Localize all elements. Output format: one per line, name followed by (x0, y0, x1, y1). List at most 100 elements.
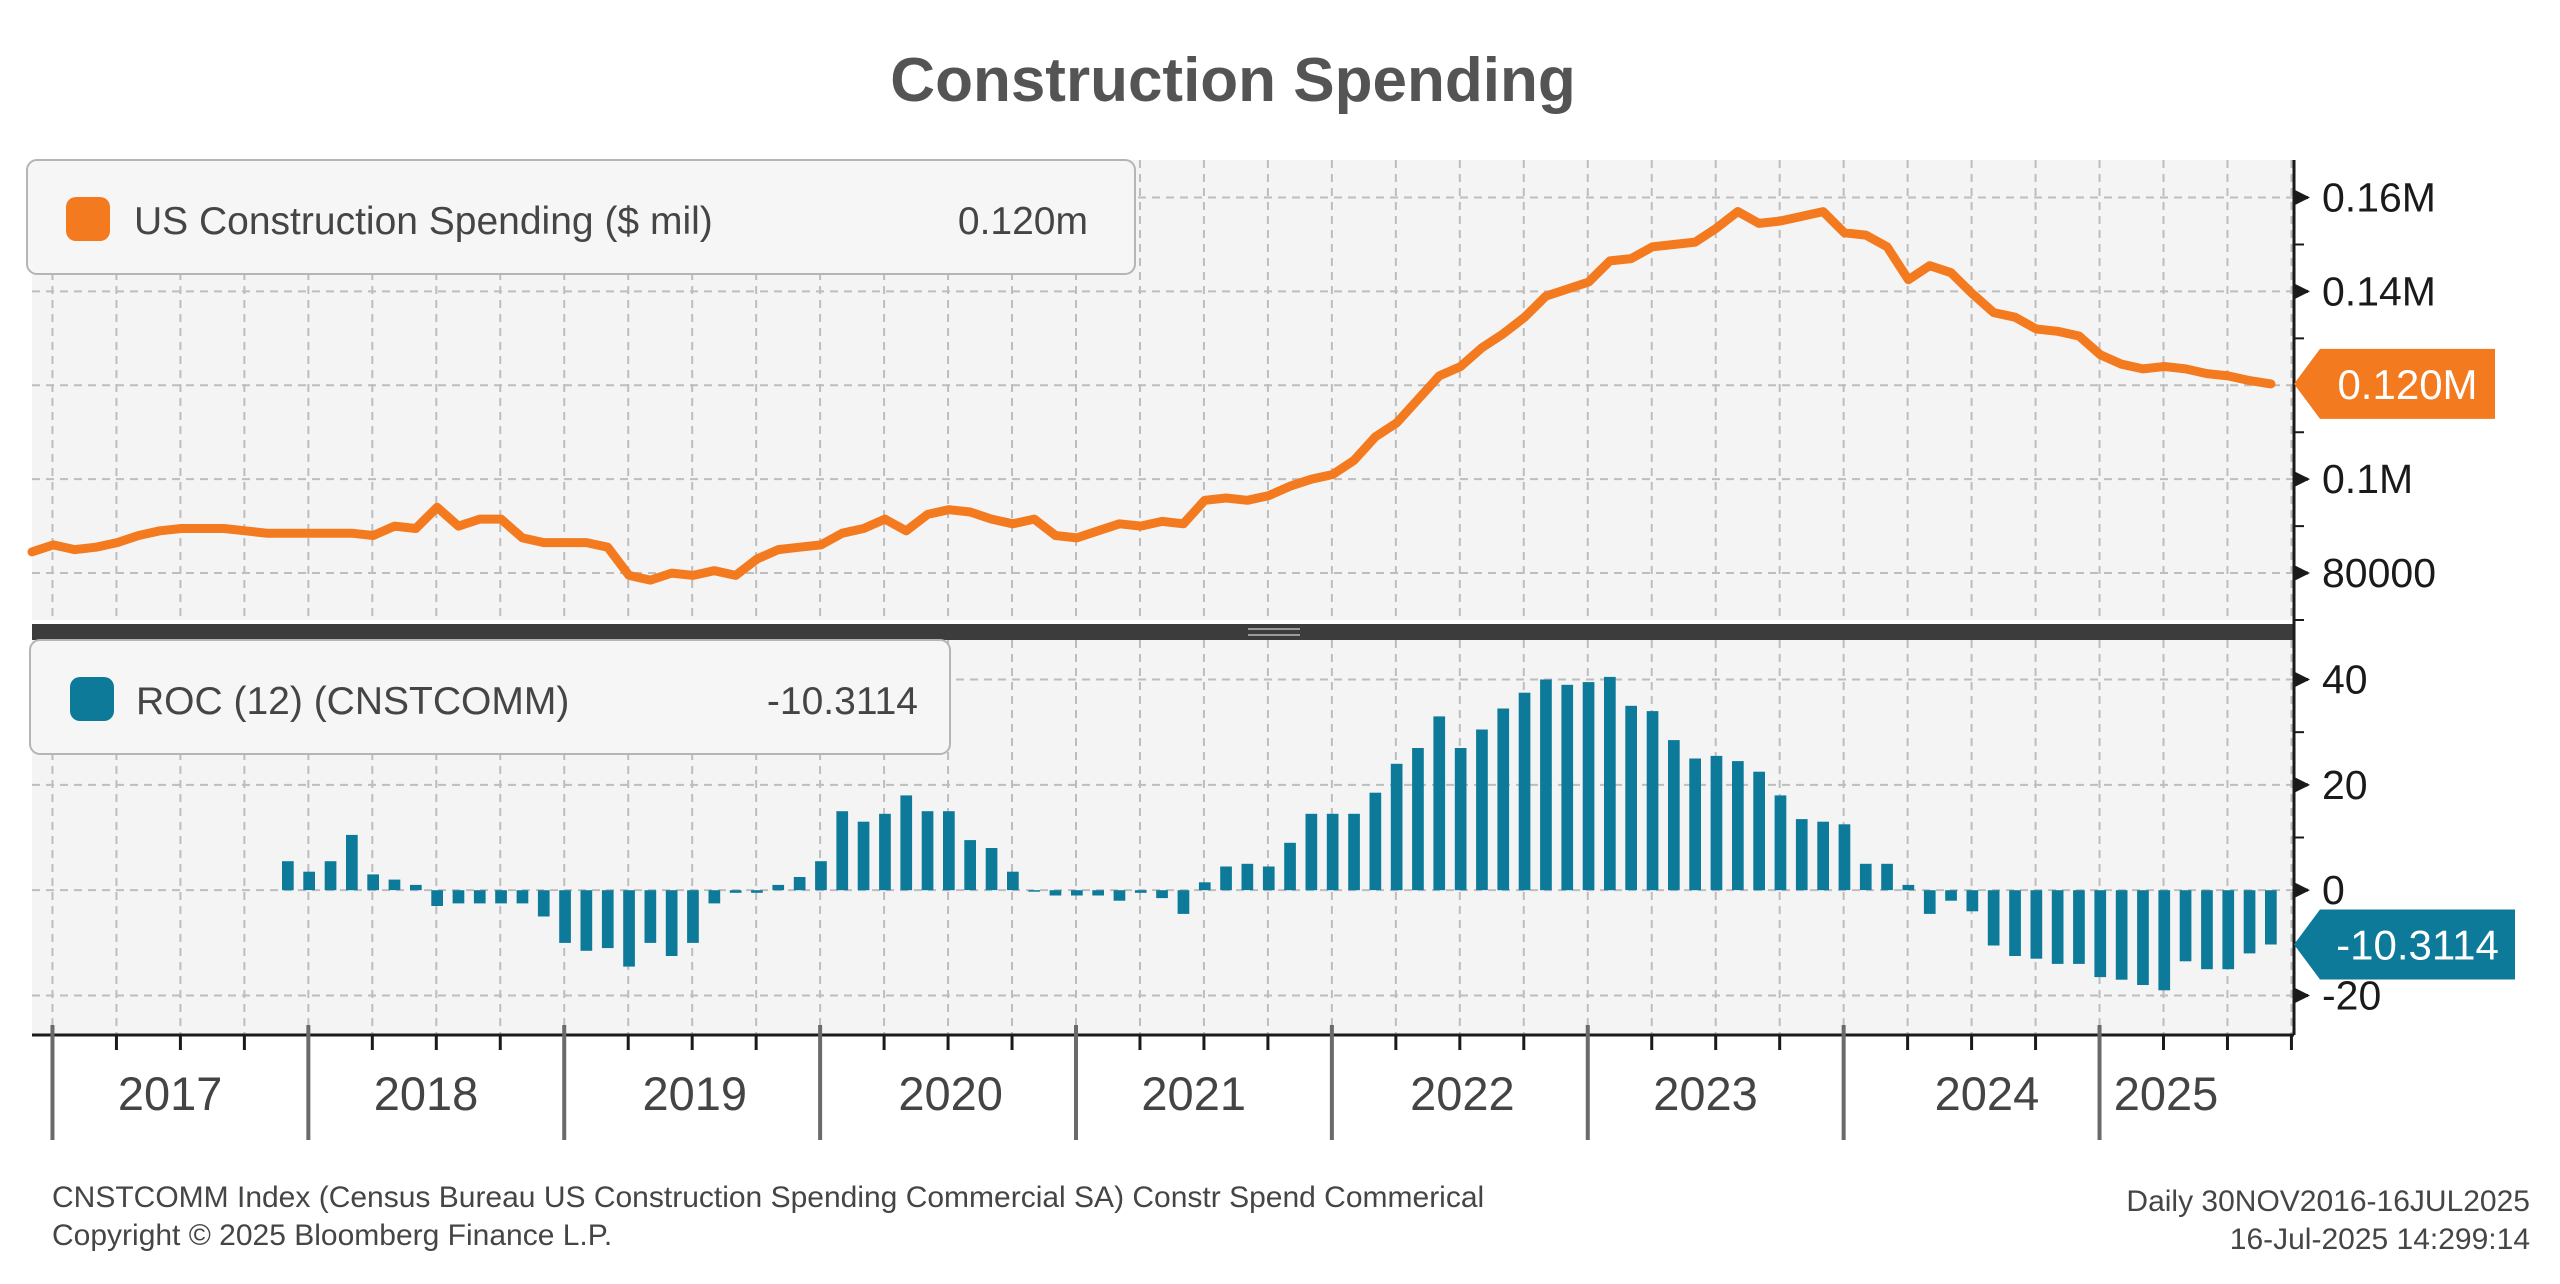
roc-bar (2030, 890, 2043, 959)
panel-splitter[interactable] (32, 624, 2294, 640)
roc-bar (2158, 890, 2171, 991)
roc-bar (2179, 890, 2192, 962)
bottom-y-tick-label: 0 (2322, 867, 2345, 913)
footer-timestamp: 16-Jul-2025 14:299:14 (2230, 1223, 2530, 1256)
bottom-legend-value: -10.3114 (767, 680, 918, 723)
x-year-label: 2018 (374, 1067, 479, 1120)
roc-bar (1241, 863, 1254, 891)
teal-series-swatch-icon (70, 677, 114, 721)
roc-bar (1859, 863, 1872, 891)
top-legend-value: 0.120m (958, 200, 1088, 243)
bottom-y-tick-label: -20 (2322, 973, 2381, 1019)
roc-bar (1113, 890, 1126, 901)
roc-bar (303, 871, 315, 891)
top-last-value-tag-shape (2294, 348, 2495, 419)
roc-bar (1561, 684, 1574, 891)
top-y-tick-label: 0.16M (2322, 175, 2436, 221)
roc-bar (1390, 763, 1403, 891)
roc-bar (1902, 884, 1915, 891)
roc-bar (943, 811, 955, 891)
roc-bar (1092, 890, 1104, 896)
roc-bar (2009, 890, 2021, 956)
roc-bar (1795, 819, 1808, 891)
roc-bar (388, 879, 401, 891)
roc-bar (1668, 740, 1680, 891)
bottom-legend-series-name: ROC (12) (CNSTCOMM) (136, 680, 569, 723)
bottom-legend[interactable]: ROC (12) (CNSTCOMM) -10.3114 (29, 639, 951, 755)
roc-bar (367, 874, 379, 891)
roc-bar (495, 890, 507, 904)
top-last-value-label: 0.120M (2337, 361, 2477, 408)
top-y-tick-label: 80000 (2322, 550, 2436, 596)
roc-bar (1646, 711, 1659, 891)
roc-bar (1966, 890, 1979, 912)
roc-bar (1134, 890, 1147, 893)
roc-bar (1838, 824, 1851, 891)
roc-bar (431, 890, 443, 906)
roc-bar (772, 884, 785, 891)
roc-bar (1028, 890, 1040, 892)
top-legend-series-name: US Construction Spending ($ mil) (134, 200, 713, 243)
roc-bar (1540, 679, 1552, 891)
roc-bar (1604, 676, 1616, 891)
roc-bar (1497, 708, 1510, 891)
roc-bar (1071, 890, 1083, 896)
chart-title: Construction Spending (890, 46, 1575, 115)
roc-bar (1007, 871, 1019, 891)
roc-bar (2073, 890, 2085, 964)
bottom-y-tick-label: 40 (2322, 657, 2368, 703)
roc-bar (2201, 890, 2213, 970)
roc-bar (346, 834, 358, 891)
roc-bar (1881, 863, 1893, 891)
roc-bar (324, 861, 337, 891)
footer-copyright: Copyright © 2025 Bloomberg Finance L.P. (52, 1219, 612, 1252)
bottom-last-value-tag: -10.3114 (2294, 909, 2515, 980)
roc-bar (2137, 890, 2149, 985)
roc-bar (1923, 890, 1936, 914)
roc-bar (601, 890, 614, 949)
x-axis: 2017 2018 2019 2020 2021 2022 2023 2024 2025 (50, 1025, 2293, 1140)
roc-bar (665, 890, 678, 956)
bottom-last-value-tag-shape (2294, 909, 2515, 980)
roc-bar (1156, 890, 1168, 899)
roc-bar (2051, 890, 2064, 964)
roc-bar (1518, 692, 1531, 891)
roc-bar (1305, 813, 1318, 891)
bottom-last-value-label: -10.3114 (2336, 921, 2499, 968)
roc-bar (1369, 792, 1382, 891)
roc-bar (1198, 882, 1211, 891)
roc-bar (793, 877, 806, 891)
roc-bar (815, 861, 827, 891)
roc-bar (537, 890, 550, 917)
top-last-value-tag: 0.120M (2294, 348, 2495, 419)
x-year-label: 2019 (642, 1067, 747, 1120)
roc-bar (2265, 890, 2277, 945)
roc-bar (1049, 890, 1062, 896)
roc-bar (1476, 729, 1488, 891)
roc-bar (1454, 748, 1467, 891)
roc-bar (1177, 890, 1190, 914)
x-year-label: 2017 (118, 1067, 223, 1120)
roc-bar (729, 890, 742, 893)
roc-bar (2222, 890, 2235, 970)
roc-bar (1753, 771, 1765, 891)
roc-bar (1433, 716, 1446, 891)
footer-description: CNSTCOMM Index (Census Bureau US Constru… (52, 1181, 1484, 1214)
roc-bar (836, 811, 849, 891)
roc-bar (687, 890, 699, 943)
roc-bar (1774, 795, 1787, 891)
roc-bar (282, 861, 294, 891)
roc-bar (708, 890, 721, 904)
roc-bar (751, 890, 763, 893)
roc-bar (1262, 866, 1275, 891)
roc-bar (1732, 761, 1744, 891)
roc-bar (1326, 813, 1339, 891)
roc-bar (1284, 842, 1296, 891)
roc-bar (900, 795, 913, 891)
roc-bar (2115, 890, 2128, 980)
roc-bar (1625, 705, 1637, 891)
top-legend[interactable]: US Construction Spending ($ mil) 0.120m (26, 159, 1136, 275)
top-legend-box (26, 159, 1136, 275)
roc-bar (1412, 748, 1424, 891)
top-y-axis: 0.16M 0.14M 0.1M 80000 (2294, 175, 2436, 621)
